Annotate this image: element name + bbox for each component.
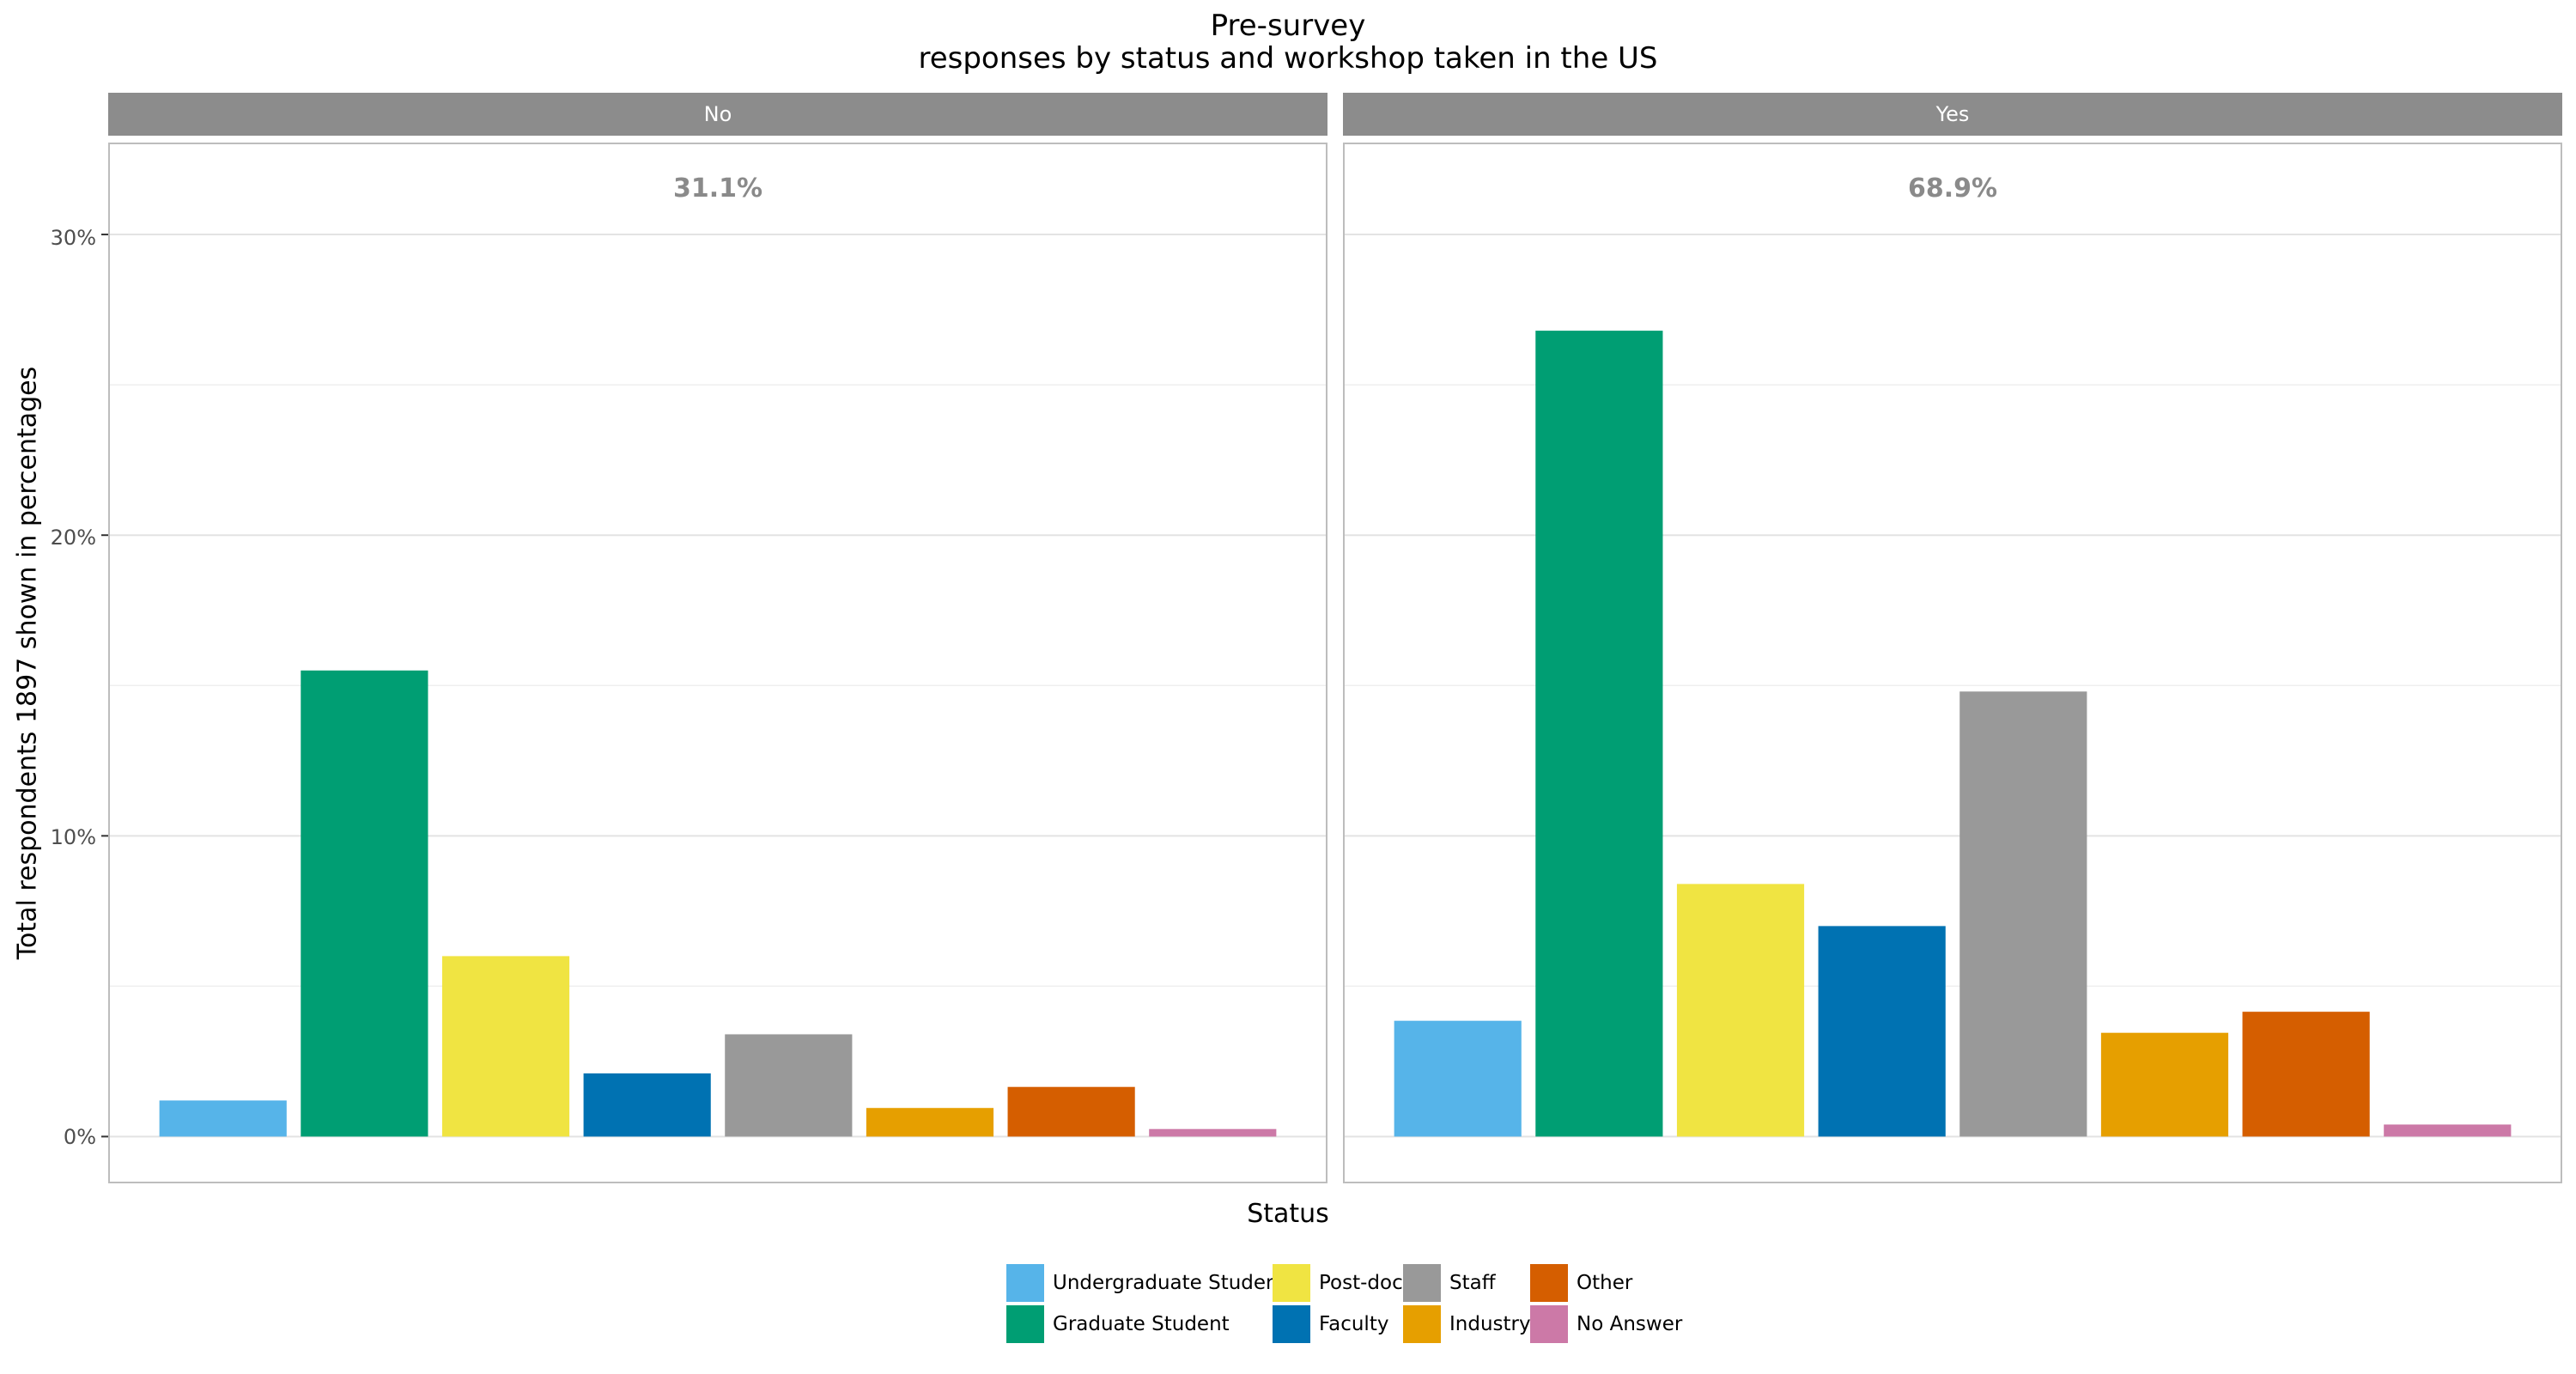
legend-swatch (1530, 1264, 1568, 1302)
bar-no-other (1007, 1086, 1135, 1137)
legend-swatch (1273, 1264, 1310, 1302)
bar-no-no-answer (1149, 1128, 1277, 1137)
bar-yes-staff (1959, 691, 2087, 1137)
chart-title: Pre-survey (1210, 9, 1366, 43)
legend-item-post-doc: Post-doc (1273, 1264, 1403, 1302)
bar-yes-graduate-student (1535, 331, 1663, 1137)
bar-yes-other (2242, 1012, 2370, 1137)
y-tick-label: 0% (63, 1125, 96, 1149)
legend-label: Staff (1449, 1272, 1496, 1294)
chart-subtitle: responses by status and workshop taken i… (918, 41, 1658, 76)
legend-item-graduate-student: Graduate Student (1006, 1305, 1230, 1343)
bar-yes-faculty (1818, 926, 1946, 1137)
legend-label: Industry (1449, 1313, 1531, 1335)
legend-item-other: Other (1530, 1264, 1632, 1302)
legend-label: Other (1577, 1272, 1633, 1294)
legend-item-undergraduate-student: Undergraduate Student (1006, 1264, 1286, 1302)
legend-item-no-answer: No Answer (1530, 1305, 1682, 1343)
bar-no-industry (866, 1108, 994, 1137)
legend-item-faculty: Faculty (1273, 1305, 1388, 1343)
legend-swatch (1273, 1305, 1310, 1343)
legend-item-staff: Staff (1403, 1264, 1496, 1302)
legend-item-industry: Industry (1403, 1305, 1531, 1343)
legend-swatch (1006, 1264, 1044, 1302)
facet-strip-yes: Yes (1343, 93, 2562, 136)
bar-no-post-doc (441, 956, 570, 1137)
y-axis-label: Total respondents 1897 shown in percenta… (12, 366, 43, 960)
legend-label: No Answer (1577, 1313, 1683, 1335)
legend-label: Undergraduate Student (1053, 1272, 1286, 1294)
y-tick-label: 10% (50, 825, 96, 849)
bar-no-staff (725, 1034, 853, 1137)
x-axis-label: Status (1247, 1199, 1329, 1229)
facet-total-no: 31.1% (672, 173, 763, 204)
legend-label: Faculty (1319, 1313, 1389, 1335)
bar-yes-post-doc (1676, 884, 1805, 1137)
bar-yes-no-answer (2384, 1124, 2512, 1137)
legend-label: Post-doc (1319, 1272, 1403, 1294)
legend-swatch (1403, 1264, 1441, 1302)
bar-no-undergraduate-student (159, 1100, 287, 1137)
legend-swatch (1403, 1305, 1441, 1343)
bar-yes-undergraduate-student (1394, 1020, 1522, 1137)
facet-total-yes: 68.9% (1907, 173, 1998, 204)
legend-swatch (1006, 1305, 1044, 1343)
legend-label: Graduate Student (1053, 1313, 1230, 1335)
y-tick-label: 30% (50, 226, 96, 250)
facet-strip-no: No (108, 93, 1327, 136)
bar-yes-industry (2100, 1032, 2229, 1137)
bar-no-faculty (583, 1073, 711, 1137)
y-tick-label: 20% (50, 526, 96, 550)
legend-swatch (1530, 1305, 1568, 1343)
bar-no-graduate-student (301, 670, 428, 1137)
